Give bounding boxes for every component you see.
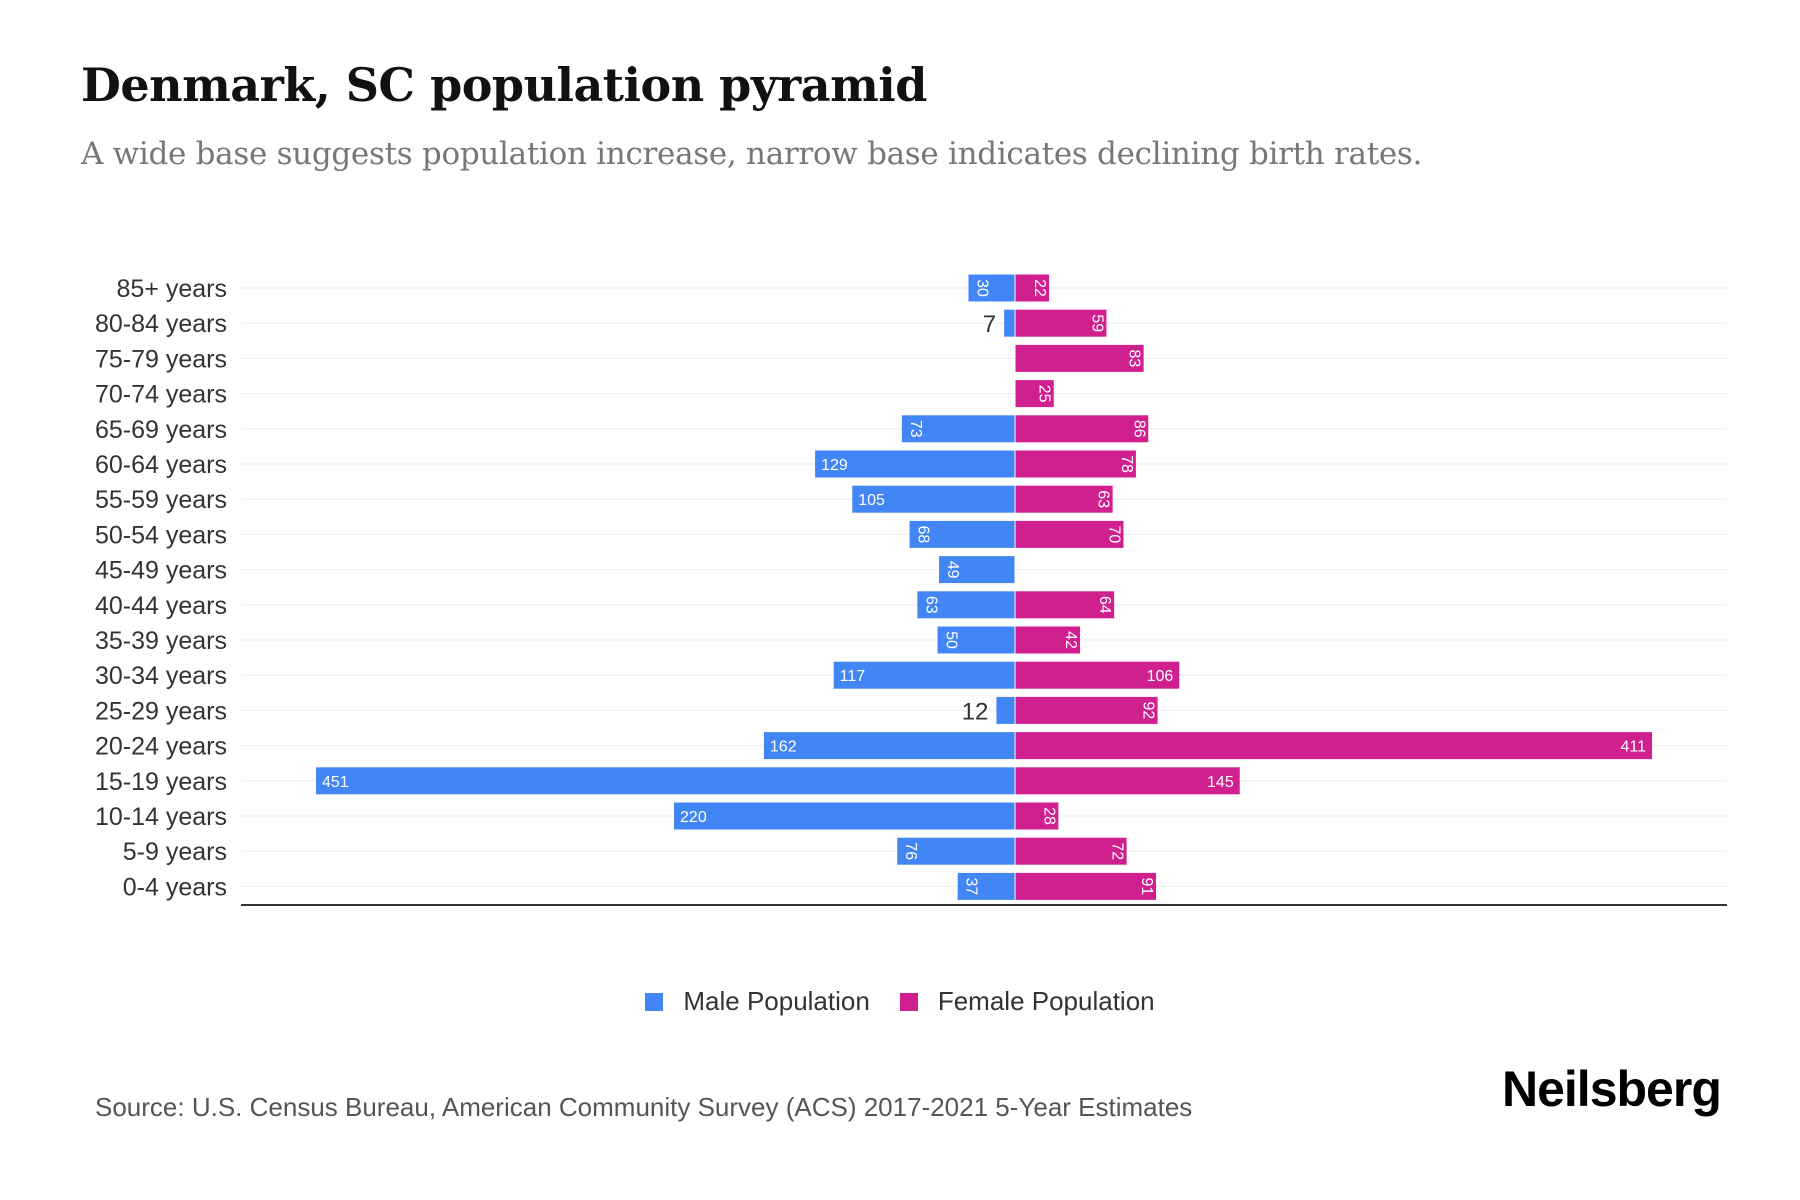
value-label: 411 <box>1620 739 1646 756</box>
male-bar <box>917 591 1015 619</box>
legend: Male Population Female Population <box>0 986 1800 1017</box>
male-bar <box>763 732 1015 760</box>
legend-item-female[interactable]: Female Population <box>899 986 1155 1017</box>
male-bar <box>897 837 1015 865</box>
category-label: 10-14 years <box>95 803 227 831</box>
male-bar <box>901 415 1015 443</box>
male-bar <box>937 626 1015 654</box>
female-bar <box>1015 732 1653 760</box>
category-label: 70-74 years <box>95 381 227 409</box>
category-label: 25-29 years <box>95 697 227 725</box>
value-label: 76 <box>902 842 919 860</box>
category-label: 35-39 years <box>95 627 227 655</box>
female-bar <box>1015 661 1180 689</box>
value-label: 220 <box>680 809 707 826</box>
value-label: 50 <box>943 631 960 649</box>
population-pyramid-chart: 85+ years 30 22 80-84 years 7 59 75-79 years 83… <box>95 274 1727 906</box>
value-label: 72 <box>1109 842 1126 860</box>
male-bar <box>316 767 1015 795</box>
male-bar <box>939 556 1015 584</box>
value-label: 451 <box>322 774 349 791</box>
female-bar <box>1015 591 1115 619</box>
value-label: 37 <box>963 878 980 896</box>
value-label: 7 <box>983 311 996 338</box>
value-label: 83 <box>1126 350 1143 368</box>
value-label: 92 <box>1140 702 1157 720</box>
male-bar <box>909 520 1015 548</box>
category-label: 50-54 years <box>95 521 227 549</box>
value-label: 78 <box>1118 455 1135 473</box>
category-label: 5-9 years <box>123 838 227 866</box>
value-label: 145 <box>1207 774 1234 791</box>
value-label: 59 <box>1088 314 1105 332</box>
category-label: 15-19 years <box>95 768 227 796</box>
legend-swatch-female <box>899 992 918 1011</box>
male-bar <box>674 802 1015 830</box>
female-bar <box>1015 415 1149 443</box>
female-bar <box>1015 626 1081 654</box>
value-label: 63 <box>1095 490 1112 508</box>
chart-title: Denmark, SC population pyramid <box>81 58 927 112</box>
value-label: 63 <box>922 596 939 614</box>
value-label: 42 <box>1062 631 1079 649</box>
female-bar <box>1015 380 1054 408</box>
female-bar <box>1015 309 1107 337</box>
value-label: 70 <box>1105 526 1122 544</box>
legend-swatch-male <box>645 992 664 1011</box>
female-bar <box>1015 274 1050 302</box>
legend-item-male[interactable]: Male Population <box>645 986 870 1017</box>
female-bar <box>1015 837 1127 865</box>
category-label: 75-79 years <box>95 345 227 373</box>
value-label: 30 <box>974 279 991 297</box>
female-bar <box>1015 802 1059 830</box>
value-label: 129 <box>821 457 848 474</box>
category-label: 30-34 years <box>95 662 227 690</box>
category-label: 85+ years <box>117 275 228 303</box>
male-bar <box>957 872 1015 900</box>
male-bar <box>815 450 1015 478</box>
male-bar <box>1004 309 1015 337</box>
category-label: 60-64 years <box>95 451 227 479</box>
male-bar <box>852 485 1015 513</box>
value-label: 68 <box>915 526 932 544</box>
female-bar <box>1015 872 1157 900</box>
category-label: 40-44 years <box>95 592 227 620</box>
female-bar <box>1015 520 1124 548</box>
value-label: 73 <box>907 420 924 438</box>
value-label: 117 <box>840 668 866 685</box>
female-bar <box>1015 485 1113 513</box>
value-label: 64 <box>1096 596 1113 614</box>
value-label: 162 <box>770 739 797 756</box>
category-label: 0-4 years <box>123 873 227 901</box>
legend-label-female: Female Population <box>937 986 1155 1016</box>
category-label: 65-69 years <box>95 416 227 444</box>
neilsberg-logo: Neilsberg <box>1502 1061 1722 1117</box>
source-note: Source: U.S. Census Bureau, American Com… <box>95 1092 1193 1122</box>
value-label: 22 <box>1031 279 1048 297</box>
value-label: 86 <box>1130 420 1147 438</box>
chart-subtitle: A wide base suggests population increase… <box>81 136 1423 172</box>
category-label: 45-49 years <box>95 557 227 585</box>
male-bar <box>833 661 1015 689</box>
value-label: 106 <box>1147 668 1174 685</box>
female-bar <box>1015 450 1136 478</box>
female-bar <box>1015 344 1144 372</box>
female-bar <box>1015 696 1158 724</box>
value-label: 49 <box>944 561 961 579</box>
value-label: 12 <box>962 698 989 725</box>
value-label: 25 <box>1036 385 1053 403</box>
value-label: 105 <box>858 492 885 509</box>
category-label: 20-24 years <box>95 733 227 761</box>
male-bar <box>996 696 1015 724</box>
value-label: 91 <box>1138 878 1155 896</box>
legend-label-male: Male Population <box>683 986 870 1016</box>
category-label: 80-84 years <box>95 310 227 338</box>
value-label: 28 <box>1040 807 1057 825</box>
category-label: 55-59 years <box>95 486 227 514</box>
male-bar <box>968 274 1015 302</box>
female-bar <box>1015 767 1240 795</box>
